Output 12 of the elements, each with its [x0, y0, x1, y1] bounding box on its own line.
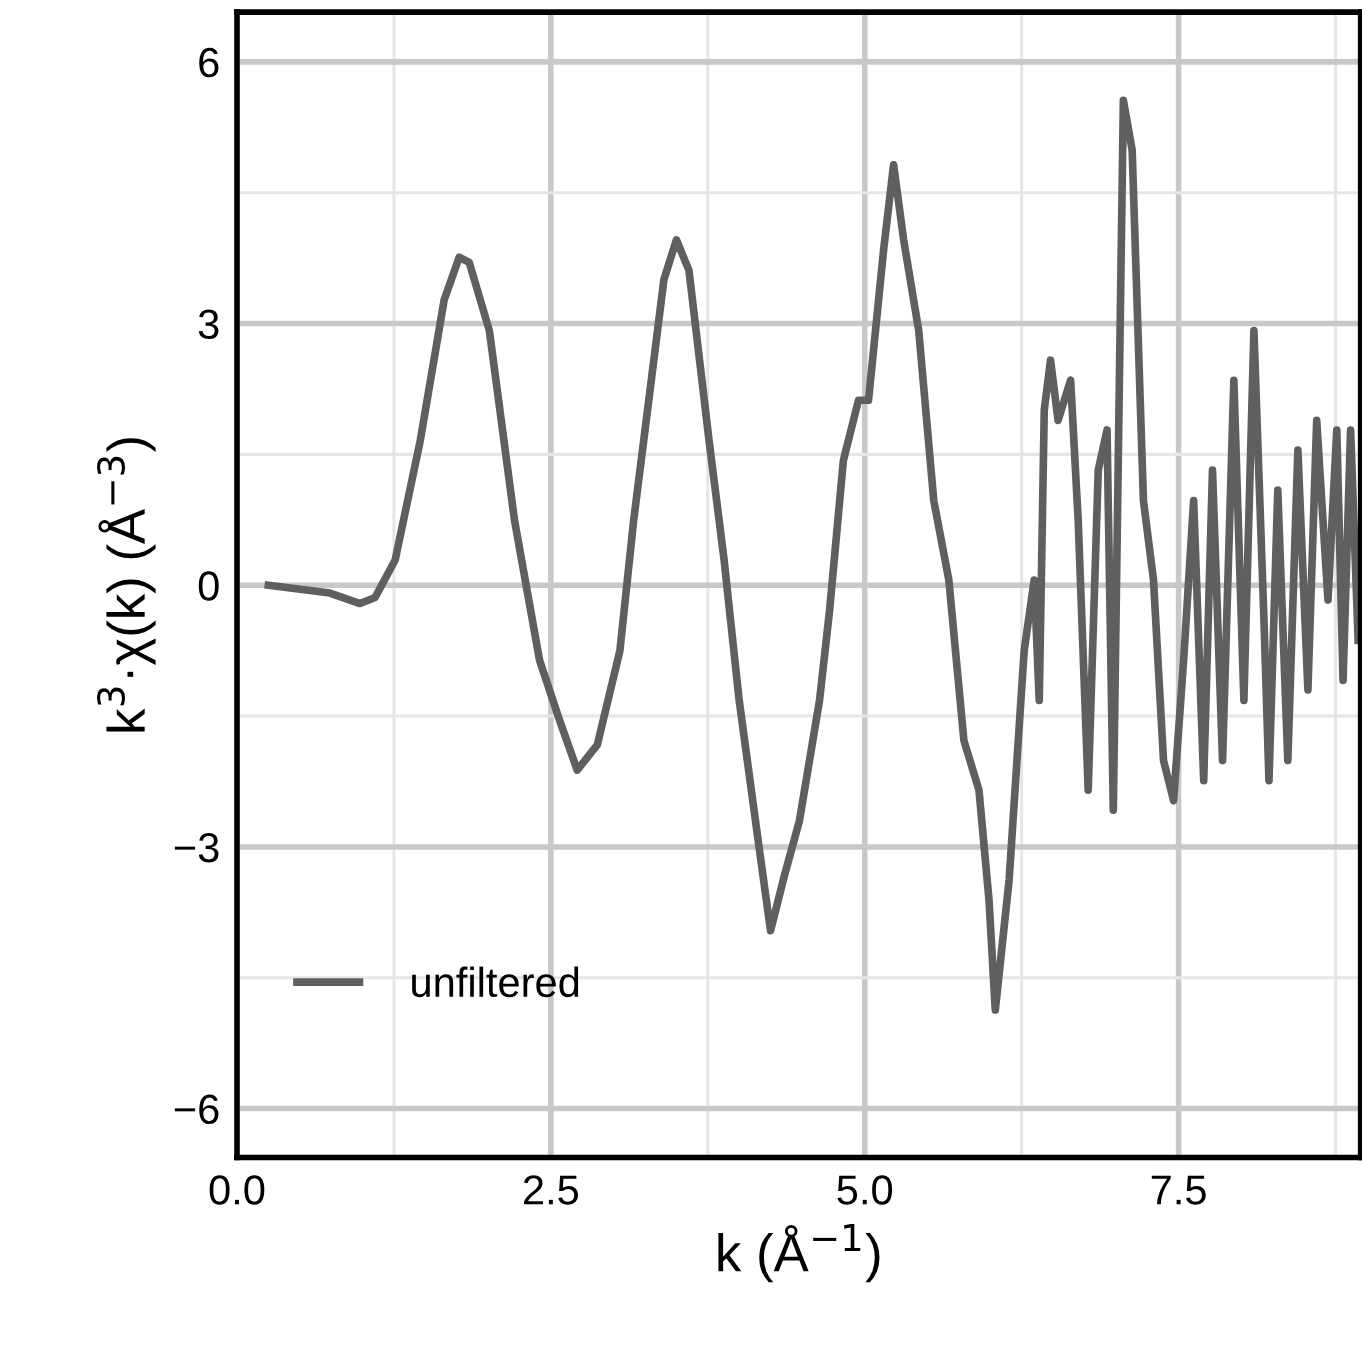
x-tick-label: 0.0: [209, 1175, 265, 1205]
y-axis-title: k$^{3}$·χ(k) (Å$^{−3}$): [97, 438, 156, 732]
x-tick-label: 2.5: [523, 1175, 579, 1205]
x-tick-label: 5.0: [837, 1175, 893, 1205]
y-tick-label: 0: [198, 571, 219, 601]
y-tick-label: −3: [174, 832, 219, 863]
legend-label: unfiltered: [412, 966, 579, 998]
y-tick-label: 6: [199, 47, 219, 78]
x-tick-label: 7.5: [1151, 1175, 1206, 1205]
y-tick-label: 3: [198, 309, 219, 340]
x-axis-title: k (Å$^{−1}$): [718, 1224, 880, 1283]
y-tick-label: −6: [174, 1094, 219, 1125]
